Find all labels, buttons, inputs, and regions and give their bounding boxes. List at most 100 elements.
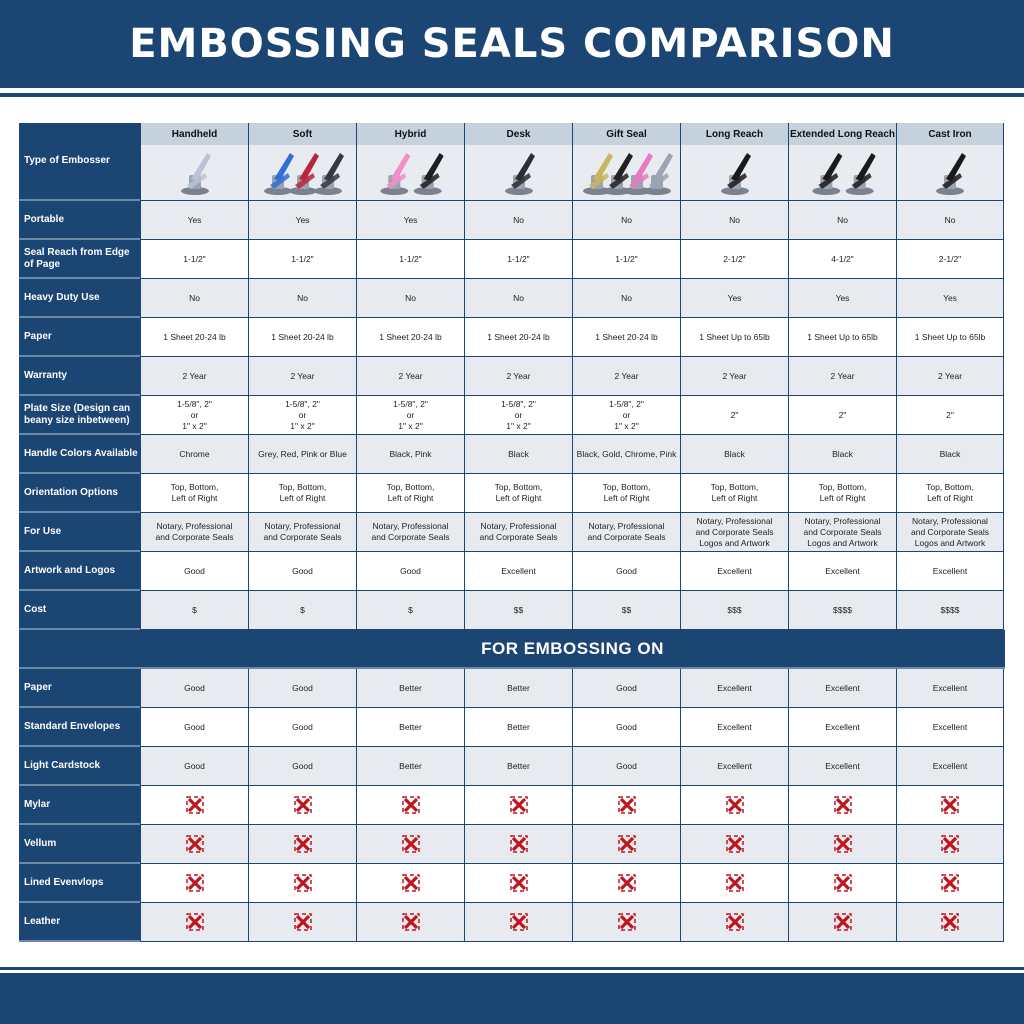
table-cell: [464, 786, 572, 825]
table-cell: [572, 903, 680, 942]
table-row: Heavy Duty Use No No No No No Yes Yes Yes: [19, 279, 1005, 318]
cell-value: Notary, Professional and Corporate Seals: [371, 521, 450, 542]
cell-value: $: [300, 604, 305, 615]
product-column-cast-iron: Cast Iron: [896, 123, 1004, 201]
table-row: Mylar: [19, 786, 1005, 825]
embosser-icon: [936, 153, 966, 195]
table-cell: $$: [464, 591, 572, 630]
cell-value: Chrome: [179, 448, 210, 459]
divider: [0, 93, 1024, 97]
table-cell: Better: [464, 669, 572, 708]
cell-value: 2 Year: [722, 370, 747, 381]
x-mark-icon: [941, 796, 959, 814]
table-cell: No: [680, 201, 788, 240]
table-cell: 2-1/2": [896, 240, 1004, 279]
table-cell: Black, Gold, Chrome, Pink: [572, 435, 680, 474]
cell-value: Good: [184, 760, 205, 771]
table-cell: 1-5/8", 2" or 1" x 2": [248, 396, 356, 435]
embosser-image: [504, 153, 535, 195]
x-mark-icon: [833, 913, 852, 931]
cell-value: Black, Pink: [389, 448, 432, 459]
cell-value: No: [513, 292, 524, 303]
cell-value: Excellent: [825, 721, 860, 732]
table-cell: Notary, Professional and Corporate Seals: [248, 513, 356, 552]
product-name: Soft: [249, 123, 356, 145]
cell-value: 1-1/2": [615, 253, 638, 264]
table-cell: 1-1/2": [464, 240, 572, 279]
table-row: Portable Yes Yes Yes No No No No No: [19, 201, 1005, 240]
table-cell: [464, 825, 572, 864]
cell-value: Excellent: [825, 565, 860, 576]
row-label: Artwork and Logos: [19, 552, 140, 591]
embosser-icon: [504, 153, 535, 195]
table-cell: No: [356, 279, 464, 318]
cell-value: 2-1/2": [723, 253, 746, 264]
table-cell: Good: [572, 708, 680, 747]
table-cell: 2 Year: [896, 357, 1004, 396]
cell-value: Excellent: [717, 682, 752, 693]
row-label[interactable]: Type of Embosser: [19, 123, 140, 201]
cell-value: No: [405, 292, 416, 303]
cell-value: Yes: [727, 292, 742, 303]
comparison-table: Type of Embosser Handheld Soft Hybrid Des…: [19, 123, 1005, 942]
cell-value: Better: [399, 682, 422, 693]
x-mark-icon: [401, 874, 420, 892]
product-column-long-reach: Long Reach: [680, 123, 788, 201]
cell-value: Excellent: [717, 565, 752, 576]
cell-value: 1-1/2": [183, 253, 206, 264]
table-cell: Good: [572, 552, 680, 591]
table-cell: Black: [680, 435, 788, 474]
cell-value: 1-1/2": [507, 253, 530, 264]
cell-value: No: [944, 214, 956, 225]
cell-value: Excellent: [932, 721, 968, 732]
table-cell: Yes: [248, 201, 356, 240]
table-cell: Excellent: [680, 747, 788, 786]
x-mark-icon: [725, 835, 744, 853]
table-cell: [140, 825, 248, 864]
cell-value: Yes: [835, 292, 850, 303]
cell-value: 1 Sheet Up to 65lb: [807, 331, 878, 342]
table-cell: 1-1/2": [572, 240, 680, 279]
table-cell: Top, Bottom, Left of Right: [356, 474, 464, 513]
embosser-icon: [811, 153, 842, 195]
table-cell: 1-5/8", 2" or 1" x 2": [140, 396, 248, 435]
embosser-icon: [313, 153, 344, 195]
table-cell: Good: [356, 552, 464, 591]
table-row: Seal Reach from Edge of Page 1-1/2" 1-1/2"…: [19, 240, 1005, 279]
table-cell: Good: [572, 669, 680, 708]
cell-value: Top, Bottom, Left of Right: [386, 482, 435, 503]
table-row: For Use Notary, Professional and Corporat…: [19, 513, 1005, 552]
cell-value: 1 Sheet Up to 65lb: [699, 331, 770, 342]
table-cell: Good: [140, 552, 248, 591]
embosser-image: [263, 153, 344, 195]
cell-value: Top, Bottom, Left of Right: [278, 482, 327, 503]
product-name: Long Reach: [681, 123, 788, 145]
cell-value: Excellent: [717, 760, 752, 771]
product-column-desk: Desk: [464, 123, 572, 201]
table-row: Paper 1 Sheet 20-24 lb 1 Sheet 20-24 lb 1 S…: [19, 318, 1005, 357]
product-name: Handheld: [141, 123, 248, 145]
table-cell: [464, 903, 572, 942]
table-cell: 2 Year: [248, 357, 356, 396]
table-cell: Top, Bottom, Left of Right: [140, 474, 248, 513]
table-cell: No: [464, 201, 572, 240]
x-mark-icon: [509, 874, 528, 892]
table-cell: [572, 864, 680, 903]
row-label: Plate Size (Design can beany size inbetw…: [19, 396, 140, 435]
table-cell: Grey, Red, Pink or Blue: [248, 435, 356, 474]
table-cell: $$$: [680, 591, 788, 630]
cell-value: $: [192, 604, 197, 615]
cell-value: Excellent: [932, 760, 968, 771]
x-mark-icon: [293, 874, 312, 892]
table-cell: Better: [356, 708, 464, 747]
table-row: Warranty 2 Year 2 Year 2 Year 2 Year 2 Year 2 …: [19, 357, 1005, 396]
cell-value: Top, Bottom, Left of Right: [926, 482, 974, 503]
x-mark-icon: [617, 874, 636, 892]
x-mark-icon: [401, 835, 420, 853]
cell-value: 2": [946, 409, 954, 420]
table-row: Plate Size (Design can beany size inbetw…: [19, 396, 1005, 435]
cell-value: Black: [939, 448, 961, 459]
cell-value: No: [297, 292, 308, 303]
cell-value: No: [837, 214, 848, 225]
table-cell: [356, 786, 464, 825]
